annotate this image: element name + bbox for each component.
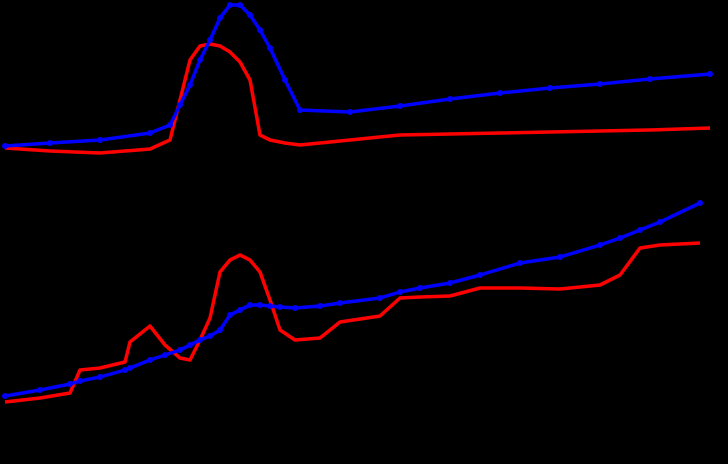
marker — [147, 130, 153, 136]
marker — [77, 378, 83, 384]
marker — [597, 242, 603, 248]
marker — [237, 2, 243, 8]
marker — [317, 303, 323, 309]
marker — [207, 37, 213, 43]
marker — [697, 200, 703, 206]
marker — [237, 307, 243, 313]
marker — [2, 393, 8, 399]
marker — [337, 300, 343, 306]
marker — [217, 15, 223, 21]
marker — [647, 76, 653, 82]
marker — [207, 333, 213, 339]
marker — [67, 381, 73, 387]
marker — [227, 312, 233, 318]
marker — [197, 337, 203, 343]
marker — [497, 90, 503, 96]
marker — [257, 27, 263, 33]
marker — [97, 374, 103, 380]
marker — [517, 260, 523, 266]
marker — [227, 2, 233, 8]
marker — [127, 365, 133, 371]
marker — [657, 219, 663, 225]
marker — [547, 85, 553, 91]
marker — [122, 367, 128, 373]
marker — [257, 302, 263, 308]
marker — [247, 12, 253, 18]
marker — [2, 143, 8, 149]
marker — [37, 387, 43, 393]
marker — [187, 342, 193, 348]
marker — [292, 305, 298, 311]
marker — [377, 295, 383, 301]
marker — [197, 57, 203, 63]
marker — [617, 235, 623, 241]
marker — [267, 303, 273, 309]
marker — [267, 45, 273, 51]
marker — [347, 109, 353, 115]
marker — [187, 82, 193, 88]
marker — [167, 122, 173, 128]
marker — [417, 285, 423, 291]
marker — [447, 96, 453, 102]
marker — [637, 227, 643, 233]
marker — [177, 102, 183, 108]
marker — [47, 140, 53, 146]
marker — [97, 137, 103, 143]
marker — [247, 302, 253, 308]
marker — [477, 272, 483, 278]
line — [4, 3, 711, 148]
marker — [707, 71, 713, 77]
marker — [447, 280, 453, 286]
marker — [557, 254, 563, 260]
marker — [277, 304, 283, 310]
marker — [177, 347, 183, 353]
marker — [217, 327, 223, 333]
marker — [297, 107, 303, 113]
line — [4, 241, 701, 404]
marker — [397, 103, 403, 109]
marker — [282, 77, 288, 83]
marker — [147, 357, 153, 363]
marker — [162, 352, 168, 358]
marker — [597, 81, 603, 87]
marker — [397, 289, 403, 295]
line — [4, 42, 711, 155]
